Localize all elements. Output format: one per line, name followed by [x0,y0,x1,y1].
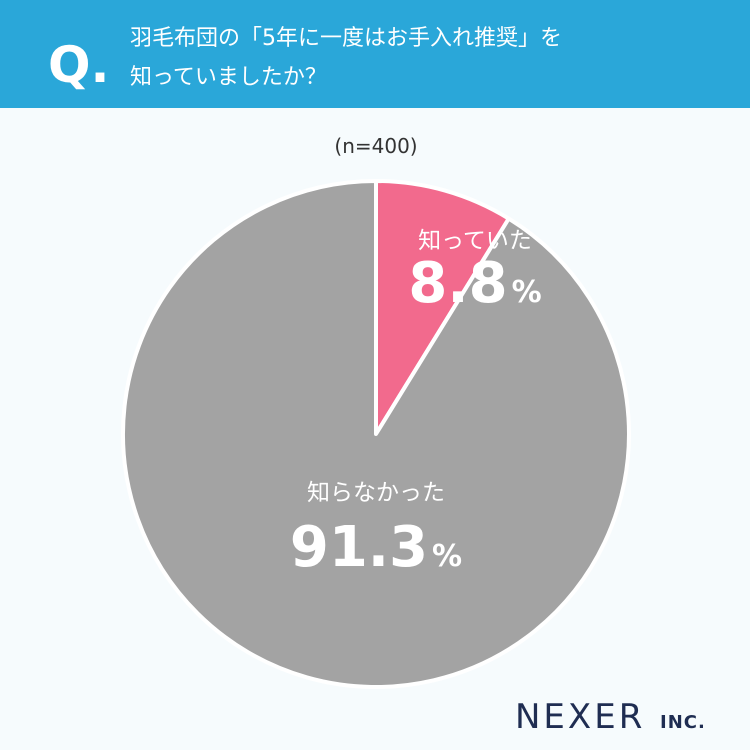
pie-slice [374,179,511,436]
question-mark: Q. [48,36,110,94]
title-line: 知っていましたか？ [130,65,327,90]
header-bar [0,0,750,108]
slice-value-label: 91.3% [290,515,462,580]
brand-name: NEXER [515,697,645,737]
pie-slice [121,179,631,689]
slice-value-label: 8.8% [408,251,541,316]
title-line: 羽毛布団の「5年に一度はお手入れ推奨」を [130,26,562,51]
subtitle: (n=400) [334,134,417,158]
slice-category-label: 知っていた [418,228,532,254]
slice-category-label: 知らなかった [307,480,445,506]
brand-suffix: INC. [660,712,706,733]
